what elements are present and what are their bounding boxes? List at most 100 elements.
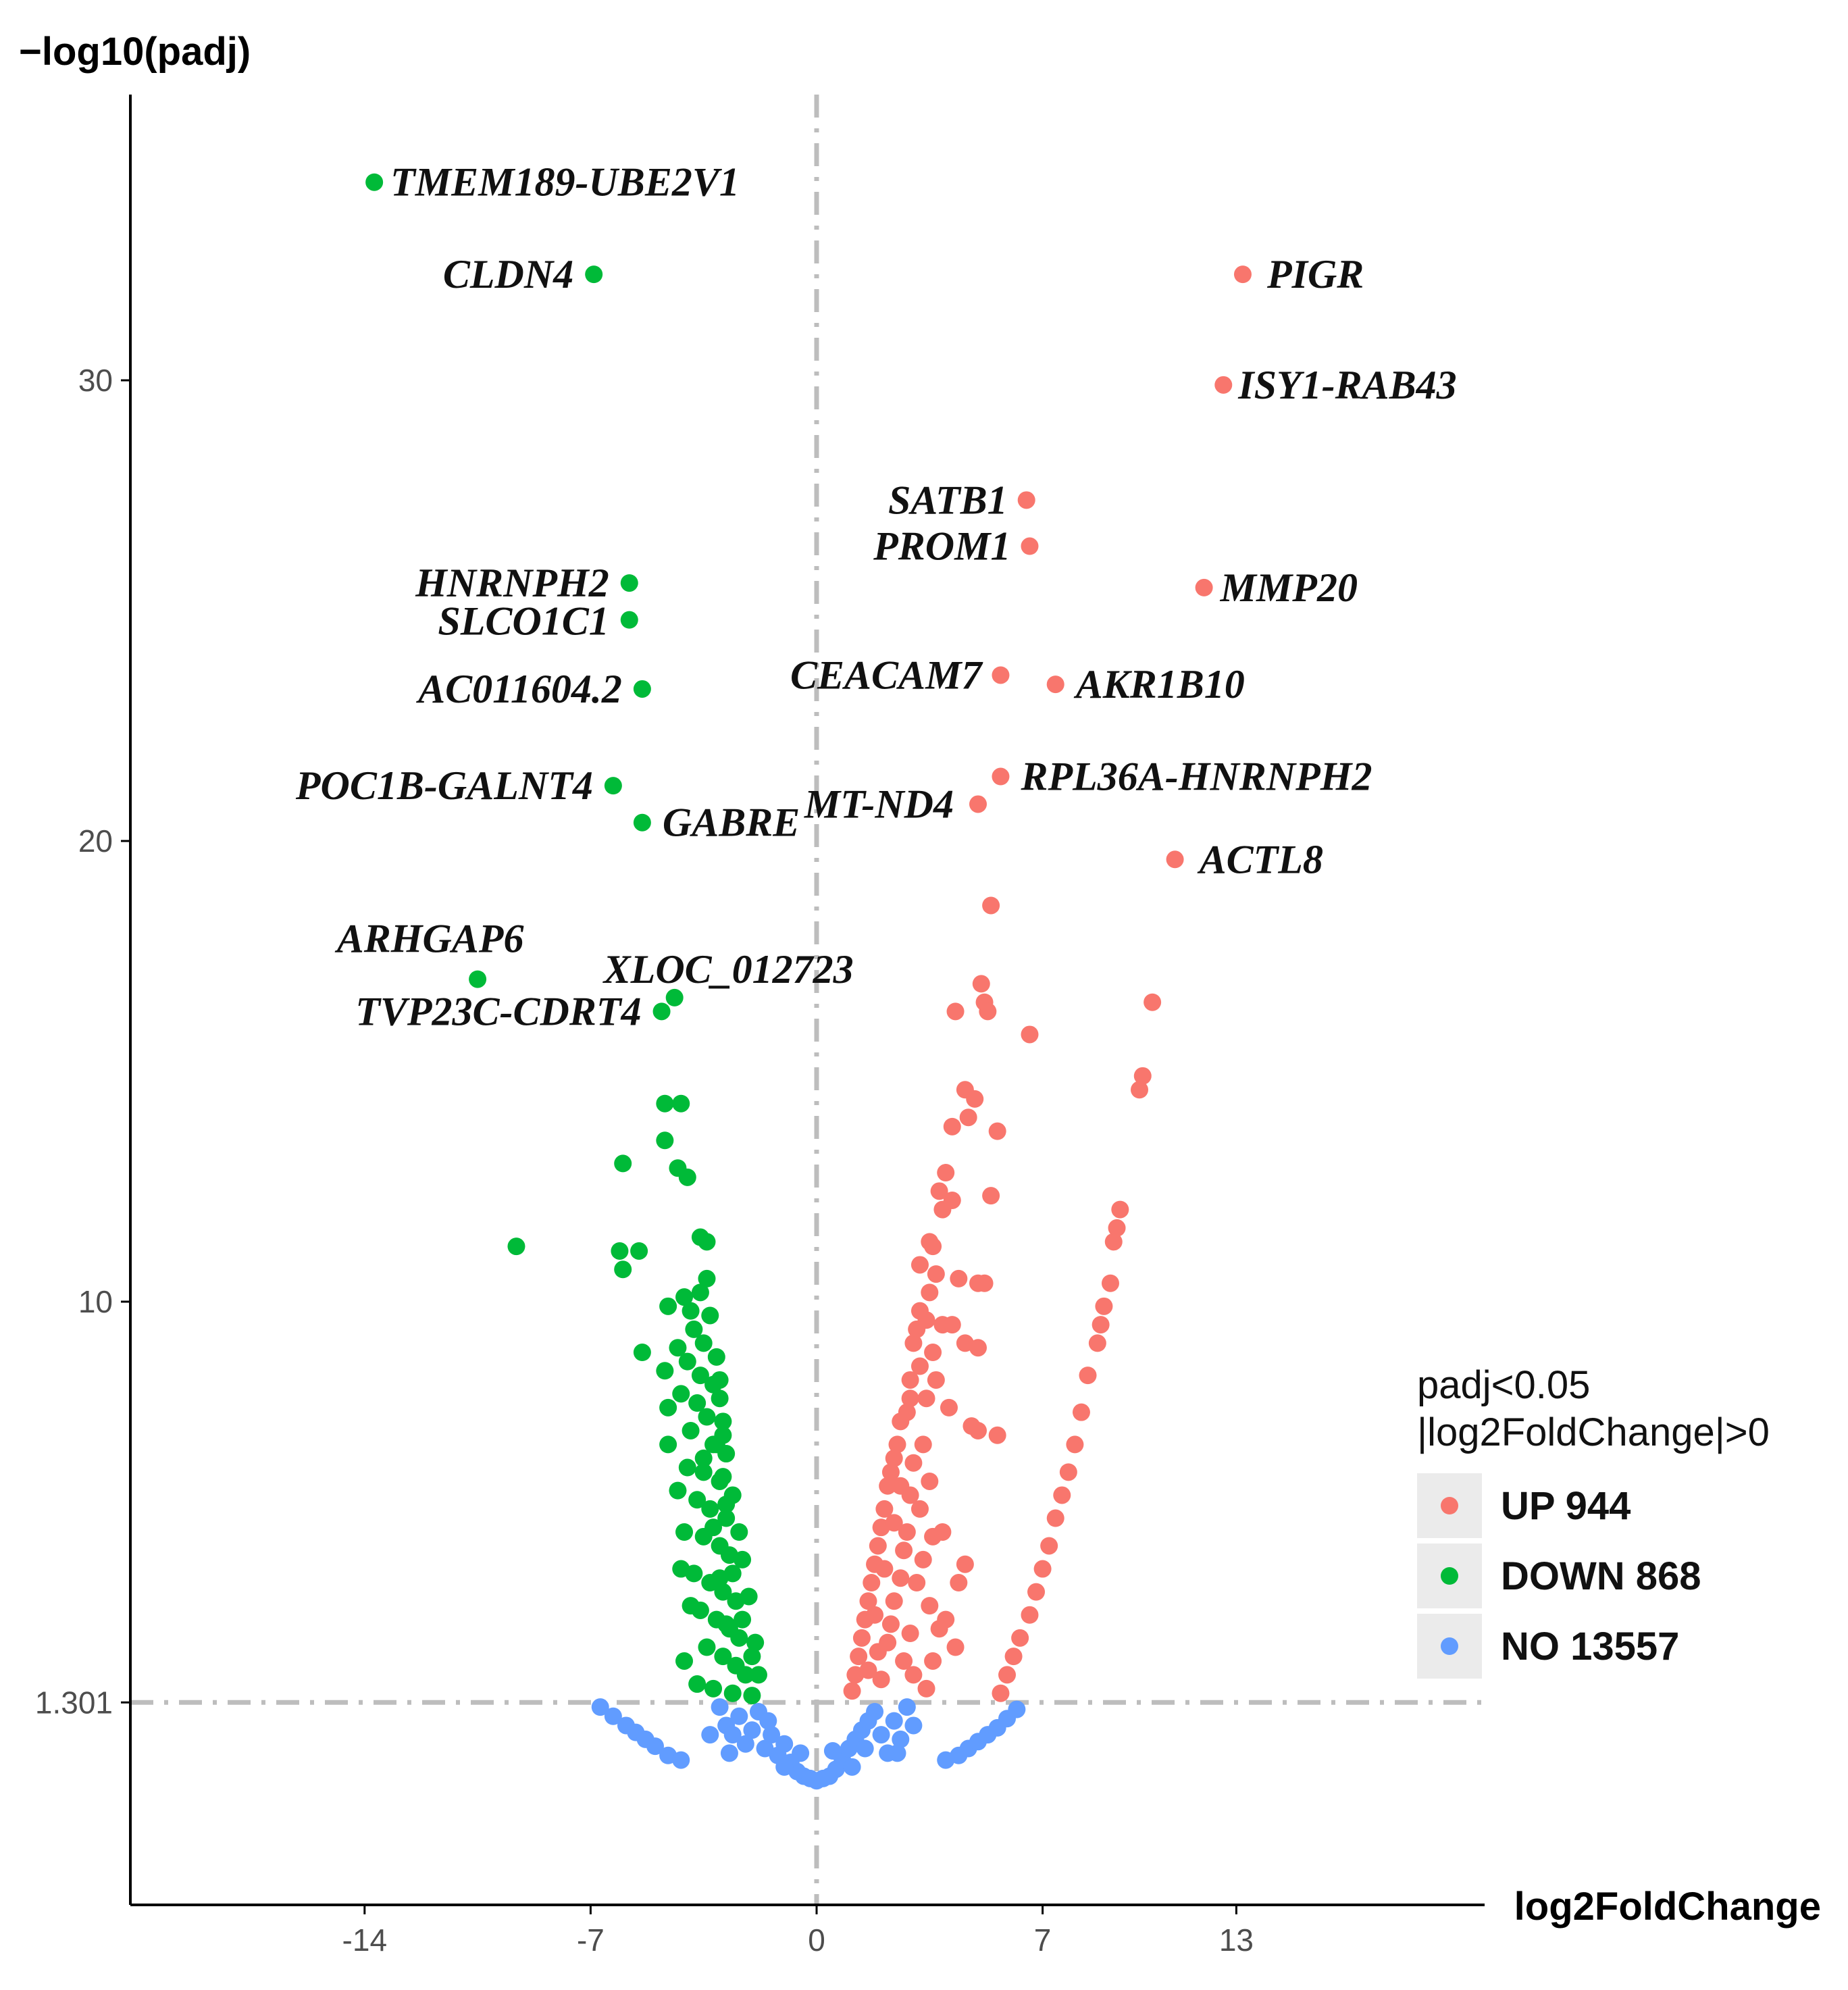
legend-title-line-2: |log2FoldChange|>0	[1417, 1410, 1770, 1454]
gene-label-ac011604.2: AC011604.2	[415, 667, 622, 711]
point-up	[943, 1316, 961, 1334]
point-no	[591, 1698, 609, 1716]
point-up	[1079, 1367, 1097, 1385]
point-up	[881, 1463, 900, 1481]
point-up	[843, 1682, 861, 1700]
point-up	[972, 975, 990, 993]
point-up	[966, 1090, 984, 1108]
point-up	[892, 1477, 910, 1495]
point-up	[917, 1679, 935, 1698]
point-up	[924, 1527, 942, 1546]
point-no	[730, 1707, 748, 1725]
point-up	[859, 1661, 877, 1679]
gene-label-prom1: PROM1	[873, 524, 1010, 569]
point-up	[872, 1670, 890, 1689]
point-down	[717, 1496, 736, 1514]
point-up	[982, 1187, 1000, 1205]
point-up	[927, 1371, 945, 1389]
point-up	[946, 1638, 965, 1656]
x-tick-label: -14	[342, 1922, 387, 1958]
point-down	[630, 1242, 648, 1260]
point-poc1b-galnt4	[604, 777, 622, 795]
point-up	[885, 1449, 903, 1467]
point-down	[659, 1398, 677, 1417]
gene-label-mmp20: MMP20	[1220, 565, 1358, 610]
gene-label-gabre: GABRE	[663, 800, 800, 845]
axis-ticks: -14 -7 0 7 13 1.301 10 20 30	[35, 363, 1254, 1958]
point-up	[921, 1283, 939, 1302]
point-down	[678, 1168, 696, 1186]
gene-label-actl8: ACTL8	[1197, 837, 1323, 882]
legend-swatch-no	[1441, 1637, 1458, 1655]
point-arhgap6	[469, 970, 487, 988]
gene-label-xloc_012723: XLOC_012723	[602, 947, 854, 992]
point-down	[614, 1260, 632, 1279]
point-down	[675, 1523, 694, 1541]
point-up	[1133, 1067, 1152, 1085]
point-up	[852, 1629, 871, 1647]
point-down	[714, 1583, 732, 1601]
point-down	[730, 1629, 748, 1647]
point-no	[759, 1712, 777, 1730]
point-up	[885, 1592, 903, 1610]
point-up	[933, 1200, 952, 1219]
gene-label-satb1: SATB1	[888, 478, 1008, 522]
point-up	[1004, 1648, 1023, 1666]
gene-label-slco1c1: SLCO1C1	[438, 599, 609, 644]
point-up	[1092, 1316, 1110, 1334]
point-down	[685, 1320, 703, 1338]
point-up	[1053, 1486, 1071, 1504]
data-points	[365, 173, 1252, 1790]
point-up	[1088, 1334, 1106, 1352]
point-up	[969, 1339, 987, 1357]
point-up	[1131, 1081, 1148, 1099]
gene-label-pigr: PIGR	[1266, 252, 1364, 297]
y-tick-label: 30	[78, 363, 113, 398]
point-up	[1144, 993, 1162, 1011]
point-up	[992, 1684, 1010, 1702]
point-down	[707, 1348, 725, 1366]
point-no	[866, 1702, 884, 1720]
point-down	[734, 1550, 752, 1568]
point-up	[937, 1164, 955, 1182]
point-no	[898, 1698, 916, 1716]
point-no	[763, 1726, 781, 1744]
gene-label-akr1b10: AKR1B10	[1073, 662, 1245, 707]
legend: padj<0.05 |log2FoldChange|>0 UP 944 DOWN …	[1417, 1363, 1770, 1679]
legend-entries: UP 944 DOWN 868 NO 13557	[1417, 1473, 1701, 1679]
point-no	[743, 1721, 761, 1739]
y-tick-label: 10	[78, 1284, 113, 1319]
point-down	[611, 1242, 629, 1260]
point-down	[714, 1412, 732, 1431]
point-down	[714, 1468, 732, 1486]
point-down	[698, 1233, 716, 1251]
point-down	[675, 1652, 694, 1670]
point-down	[746, 1633, 765, 1652]
point-down	[743, 1687, 761, 1705]
point-down	[672, 1385, 690, 1403]
point-up	[910, 1256, 929, 1274]
point-up	[946, 1002, 965, 1021]
legend-swatch-up	[1441, 1497, 1458, 1514]
point-down	[714, 1648, 732, 1666]
point-no	[720, 1744, 738, 1762]
point-no	[672, 1751, 690, 1769]
legend-swatch-down	[1441, 1567, 1458, 1585]
y-tick-label: 20	[78, 823, 113, 859]
gene-label-cldn4: CLDN4	[443, 252, 573, 297]
point-gabre	[633, 813, 651, 832]
point-up	[959, 1108, 977, 1127]
point-up	[895, 1541, 913, 1560]
legend-label-up: UP 944	[1501, 1484, 1631, 1528]
point-down	[694, 1463, 713, 1481]
point-up	[901, 1371, 919, 1389]
point-up	[901, 1625, 919, 1643]
point-down	[743, 1648, 761, 1666]
point-no	[856, 1739, 874, 1758]
point-up	[908, 1574, 926, 1592]
point-up	[869, 1537, 887, 1555]
point-up	[885, 1514, 903, 1532]
point-up	[1059, 1463, 1077, 1481]
gene-label-mt-nd4: MT-ND4	[804, 782, 954, 826]
